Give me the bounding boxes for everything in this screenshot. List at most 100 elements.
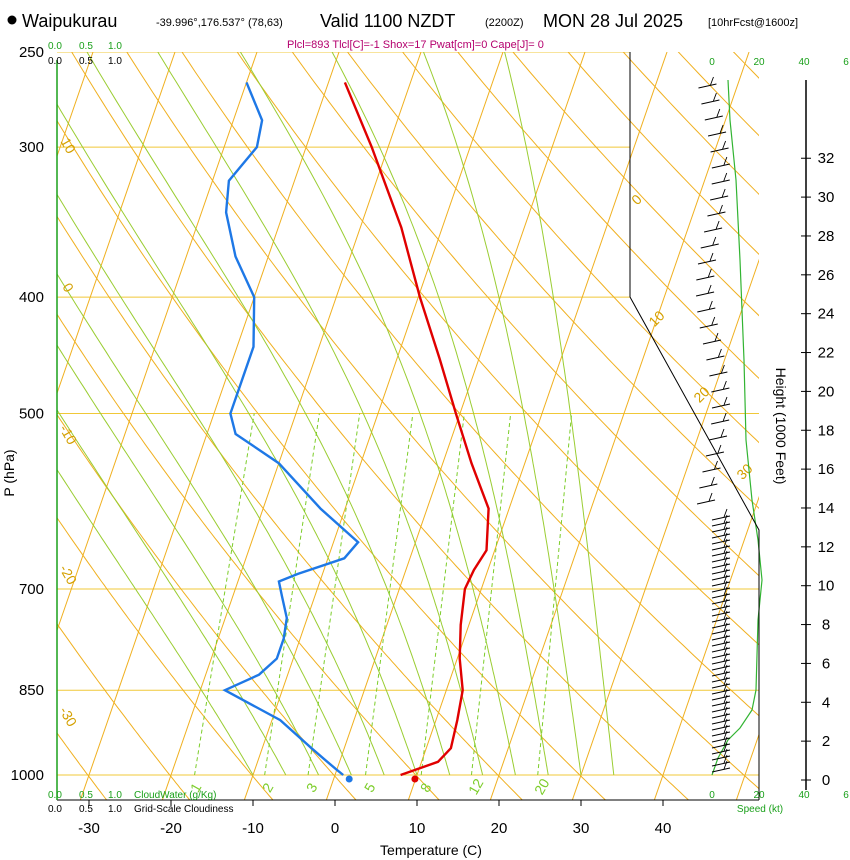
height-tick-label: 22 xyxy=(818,345,835,362)
height-tick-label: 4 xyxy=(822,694,830,711)
height-tick-label: 10 xyxy=(818,578,835,595)
wind-barb xyxy=(707,204,726,217)
moist-adiabat-line xyxy=(239,52,516,776)
height-tick-label: 32 xyxy=(818,150,835,167)
dry-adiabat-line xyxy=(677,52,759,137)
height-tick-label: 16 xyxy=(818,461,835,478)
cloudiness-scale-bottom-0: 0.0 xyxy=(48,804,62,815)
station-coords: -39.996°,176.537° (78,63) xyxy=(156,17,283,29)
isotherm-line xyxy=(57,52,258,632)
y-axis-label: P (hPa) xyxy=(1,449,17,496)
temperature-trace xyxy=(343,81,490,777)
isotherm-line xyxy=(57,52,94,158)
dewpoint-trace xyxy=(222,81,360,776)
height-tick-label: 24 xyxy=(818,306,835,323)
dry-adiabat-line xyxy=(57,623,191,800)
surface-temperature-marker xyxy=(411,775,419,783)
sounding-indices: Plcl=893 Tlcl[C]=-1 Shox=17 Pwat[cm]=0 C… xyxy=(287,39,544,51)
wind-barb xyxy=(695,284,715,297)
moist-adiabat-line xyxy=(57,273,352,776)
temperature-tick-label: 20 xyxy=(491,820,508,837)
temperature-tick-label: -10 xyxy=(242,820,264,837)
forecast-label: [10hrFcst@1600z] xyxy=(708,17,798,29)
mixing-ratio-line xyxy=(194,413,255,776)
isotherm-line xyxy=(325,52,586,800)
wind-barb xyxy=(711,412,730,425)
dry-adiabat-line xyxy=(126,52,759,790)
valid-date: MON 28 Jul 2025 xyxy=(543,11,683,31)
speed-scale-top-2: 40 xyxy=(798,57,810,68)
dry-adiabat-line xyxy=(512,52,759,317)
x-axis-label: Temperature (C) xyxy=(380,842,482,858)
moist-adiabat-line xyxy=(57,408,287,776)
isotherm-line xyxy=(818,31,850,801)
wind-barb xyxy=(701,92,720,105)
cloudiness-label: Grid-Scale Cloudiness xyxy=(134,804,234,815)
dry-adiabat-line xyxy=(57,732,108,800)
mixing-ratio-label: 5 xyxy=(361,780,379,795)
utc-time: (2200Z) xyxy=(485,17,524,29)
moist-adiabat-line xyxy=(331,52,549,776)
isotherm-line xyxy=(0,31,18,801)
wind-barb xyxy=(704,220,723,233)
wind-speed-line xyxy=(711,79,763,776)
station-name: Waipukurau xyxy=(22,11,117,31)
wind-barb xyxy=(708,428,728,441)
wind-barb xyxy=(710,188,729,201)
dry-adiabat-line xyxy=(57,413,357,800)
isotherm-line xyxy=(79,52,340,800)
wind-barb xyxy=(711,396,731,409)
wind-barb xyxy=(711,508,731,521)
dry-adiabat-line xyxy=(346,52,759,510)
pressure-tick-label: 250 xyxy=(19,44,44,61)
speed-scale-bottom-2: 40 xyxy=(798,790,810,801)
height-tick-label: 30 xyxy=(818,189,835,206)
height-tick-label: 8 xyxy=(822,617,830,634)
wind-barb xyxy=(711,172,730,185)
moist-adiabat-line xyxy=(57,468,254,776)
mixing-ratio-line xyxy=(420,413,465,776)
wind-barb xyxy=(699,316,718,329)
speed-scale-top-1: 20 xyxy=(753,57,765,68)
dry-adiabat-line xyxy=(57,119,607,800)
pressure-tick-label: 300 xyxy=(19,139,44,156)
dry-adiabat-line xyxy=(401,52,759,444)
wind-barb xyxy=(696,492,716,505)
dry-adiabat-label: -20 xyxy=(56,562,80,588)
height-tick-label: 0 xyxy=(822,772,830,789)
cloud-scale-top-1: 0.5 xyxy=(79,41,93,52)
dry-adiabat-label: 10 xyxy=(58,135,80,157)
mixing-ratio-line xyxy=(470,413,512,776)
dry-adiabat-label: -30 xyxy=(56,704,80,730)
isotherm-line xyxy=(57,52,176,395)
temperature-tick-label: 40 xyxy=(655,820,672,837)
cloud-scale-bottom-0: 0.0 xyxy=(48,790,62,801)
wind-barb xyxy=(697,300,716,313)
moist-adiabat-line xyxy=(57,344,320,776)
cloud-scale-bottom-1: 0.5 xyxy=(79,790,93,801)
mixing-ratio-line xyxy=(307,413,361,776)
wind-barb xyxy=(704,108,723,121)
cloud-scale-top-2: 1.0 xyxy=(108,41,122,52)
speed-scale-bottom-0: 0 xyxy=(709,790,715,801)
mixing-ratio-line xyxy=(365,413,414,776)
wind-barb xyxy=(702,332,722,345)
moist-adiabat-label: 30 xyxy=(733,460,755,482)
moist-adiabat-line xyxy=(504,52,615,776)
mixing-ratio-label: 20 xyxy=(531,776,553,798)
height-tick-label: 26 xyxy=(818,267,835,284)
moist-adiabat-line xyxy=(86,52,451,776)
cloudiness-scale-bottom-2: 1.0 xyxy=(108,804,122,815)
isotherm-line xyxy=(571,258,759,800)
pressure-tick-label: 700 xyxy=(19,581,44,598)
speed-scale-top-0: 0 xyxy=(709,57,715,68)
moist-adiabat-line xyxy=(423,52,582,776)
mixing-ratio-label: 3 xyxy=(303,780,321,795)
cloudiness-scale-bottom-1: 0.5 xyxy=(79,804,93,815)
height-tick-label: 6 xyxy=(822,655,830,672)
moist-adiabat-line xyxy=(57,103,418,776)
pressure-tick-label: 500 xyxy=(19,406,44,423)
temperature-tick-label: -30 xyxy=(78,820,100,837)
wind-barb xyxy=(698,76,717,89)
